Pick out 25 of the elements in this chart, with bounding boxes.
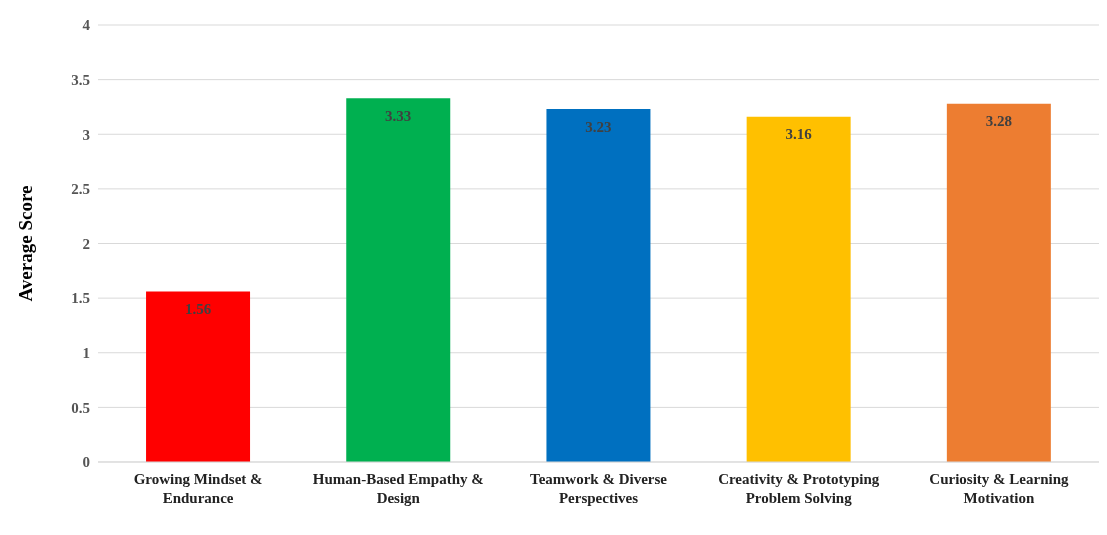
y-tick-label: 3.5: [71, 71, 90, 88]
x-tick-label: Growing Mindset & Endurance: [133, 471, 263, 506]
bar: [946, 103, 1051, 462]
x-tick-label: Human-Based Empathy & Design: [312, 471, 484, 506]
y-tick-label: 1.5: [71, 290, 90, 307]
y-tick-label: 0.5: [71, 399, 90, 416]
x-tick-label: Curiosity & Learning Motivation: [929, 471, 1069, 506]
y-tick-label: 0: [82, 454, 90, 471]
x-tick-label: Creativity & Prototyping Problem Solving: [718, 471, 880, 506]
y-tick-label: 1: [82, 345, 90, 362]
y-tick-label: 3: [82, 126, 90, 143]
data-label: 3.28: [985, 113, 1012, 130]
data-label: 3.23: [585, 118, 612, 135]
data-label: 3.33: [385, 107, 412, 124]
bar: [746, 116, 851, 462]
bar: [346, 98, 451, 462]
y-axis-title: Average Score: [14, 185, 36, 302]
data-label: 3.16: [785, 126, 813, 143]
bar: [546, 109, 651, 462]
y-tick-label: 2: [82, 235, 90, 252]
x-tick-label: Teamwork & Diverse Perspectives: [530, 471, 668, 506]
bar: [146, 291, 251, 462]
data-label: 1.56: [184, 301, 212, 318]
y-tick-label: 2.5: [71, 181, 90, 198]
y-tick-label: 4: [82, 17, 91, 34]
